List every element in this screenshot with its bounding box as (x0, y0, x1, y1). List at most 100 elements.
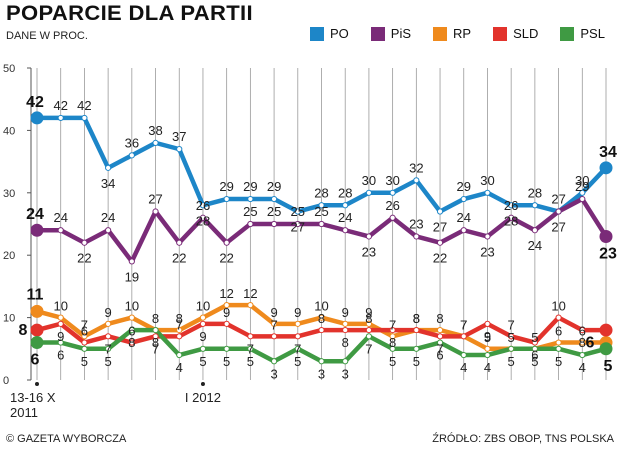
data-point-rp (199, 314, 207, 321)
x-tick-label: 2011 (10, 405, 38, 420)
data-label-psl: 5 (199, 354, 206, 369)
data-label-sld: 8 (389, 335, 396, 350)
x-tick-label: 13-16 X (10, 390, 56, 405)
data-label-rp: 10 (53, 299, 67, 314)
data-point-po (223, 195, 230, 203)
data-point-rp (176, 326, 183, 334)
data-point-po (342, 202, 349, 209)
data-point-psl (389, 345, 396, 352)
data-point-sld (199, 320, 207, 327)
data-point-psl (413, 345, 420, 352)
data-label-rp: 7 (460, 317, 467, 332)
data-label-rp: 5 (531, 330, 538, 345)
data-point-sld (152, 333, 159, 340)
data-point-pis (294, 220, 301, 228)
data-point-pis (57, 227, 64, 234)
end-point-pis (30, 223, 44, 237)
legend-swatch-psl (560, 26, 575, 41)
data-point-po (247, 195, 254, 203)
data-label-pis: 22 (172, 251, 186, 266)
end-point-psl (599, 342, 613, 356)
data-label-rp: 8 (436, 311, 443, 326)
data-point-po (318, 202, 325, 209)
data-label-rp: 6 (586, 335, 595, 352)
data-label-rp: 6 (555, 324, 562, 339)
y-tick-label: 10 (3, 313, 15, 325)
data-point-psl (128, 326, 135, 334)
data-label-sld: 8 (342, 335, 349, 350)
data-point-sld (294, 333, 301, 340)
legend-swatch-po (310, 26, 324, 41)
end-point-po (30, 111, 44, 125)
data-point-psl (460, 351, 467, 359)
data-point-psl (294, 345, 301, 352)
data-label-po: 28 (504, 213, 518, 228)
data-label-sld: 9 (223, 305, 230, 320)
data-label-sld: 7 (270, 317, 277, 332)
y-tick-label: 50 (3, 63, 15, 75)
legend-item-pis: PiS (370, 26, 411, 41)
legend: PO PiS RP SLD PSL (310, 26, 620, 41)
end-point-po (599, 161, 613, 175)
data-label-po: 42 (26, 94, 44, 111)
data-point-pis (389, 214, 396, 221)
data-label-po: 29 (457, 179, 471, 194)
data-point-sld (555, 314, 562, 321)
data-label-pis: 29 (575, 179, 589, 194)
data-point-sld (270, 333, 278, 340)
data-point-po (579, 189, 586, 196)
data-point-rp (579, 339, 586, 346)
data-label-pis: 25 (267, 204, 281, 219)
data-label-psl: 5 (294, 354, 301, 369)
data-label-rp: 12 (243, 286, 257, 301)
data-point-sld (531, 339, 538, 346)
data-label-rp: 5 (484, 330, 491, 345)
data-point-psl (436, 339, 444, 346)
data-label-po: 32 (409, 160, 423, 175)
data-point-rp (270, 320, 278, 327)
data-point-rp (223, 302, 230, 309)
data-point-psl (531, 345, 538, 352)
legend-label-psl: PSL (580, 26, 605, 41)
data-point-psl (318, 358, 325, 365)
data-point-rp (57, 314, 64, 321)
data-point-rp (318, 314, 325, 321)
data-label-po: 27 (291, 220, 305, 235)
data-label-psl: 3 (342, 366, 349, 381)
data-label-po: 34 (101, 176, 115, 191)
data-point-sld (389, 326, 396, 334)
data-label-rp: 7 (389, 317, 396, 332)
legend-swatch-rp (433, 26, 448, 41)
data-label-sld: 8 (318, 311, 325, 326)
data-point-pis (484, 233, 491, 240)
data-label-rp: 5 (508, 330, 515, 345)
legend-item-psl: PSL (560, 26, 605, 41)
source-note: ŹRÓDŁO: ZBS OBOP, TNS POLSKA (432, 433, 614, 445)
data-point-pis (81, 239, 88, 246)
data-label-sld: 8 (413, 311, 420, 326)
data-label-pis: 19 (125, 269, 139, 284)
legend-item-sld: SLD (493, 26, 538, 41)
data-label-pis: 22 (219, 251, 233, 266)
data-label-pis: 27 (148, 192, 162, 207)
data-point-po (531, 202, 538, 209)
data-label-pis: 27 (551, 192, 565, 207)
data-label-rp: 11 (27, 286, 44, 303)
data-label-sld: 9 (199, 329, 206, 344)
data-label-pis: 26 (504, 198, 518, 213)
data-point-psl (579, 351, 586, 359)
data-label-sld: 6 (81, 324, 88, 339)
data-label-pis: 24 (338, 210, 352, 225)
data-label-rp: 8 (176, 311, 183, 326)
data-point-sld (81, 339, 88, 346)
data-label-pis: 26 (385, 198, 399, 213)
data-point-rp (342, 320, 349, 327)
data-point-psl (342, 358, 349, 365)
data-point-pis (247, 220, 254, 228)
data-label-psl: 7 (365, 341, 372, 356)
data-label-rp: 7 (81, 317, 88, 332)
data-point-sld (318, 326, 325, 334)
data-label-psl: 5 (81, 354, 88, 369)
data-label-sld: 7 (176, 317, 183, 332)
data-point-psl (555, 345, 562, 352)
